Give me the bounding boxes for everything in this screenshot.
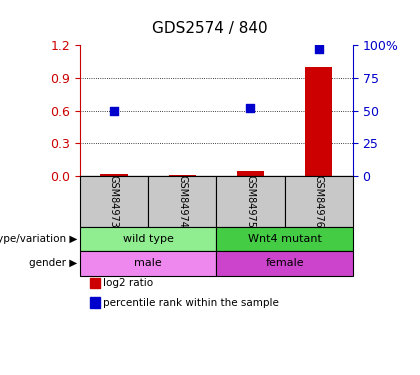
Text: GSM84976: GSM84976 [314, 175, 324, 228]
Bar [100, 174, 128, 176]
Text: genotype/variation ▶: genotype/variation ▶ [0, 234, 78, 244]
Bar [305, 67, 332, 176]
Text: male: male [134, 258, 162, 268]
Text: log2 ratio: log2 ratio [103, 278, 153, 288]
Text: percentile rank within the sample: percentile rank within the sample [103, 298, 279, 307]
Text: wild type: wild type [123, 234, 173, 244]
Text: female: female [265, 258, 304, 268]
Point [110, 108, 117, 114]
Text: Wnt4 mutant: Wnt4 mutant [248, 234, 321, 244]
Text: GDS2574 / 840: GDS2574 / 840 [152, 21, 268, 36]
Text: gender ▶: gender ▶ [29, 258, 78, 268]
Text: GSM84974: GSM84974 [177, 175, 187, 228]
Bar [237, 171, 264, 176]
Text: GSM84973: GSM84973 [109, 175, 119, 228]
Bar [168, 175, 196, 176]
Point [247, 105, 254, 111]
Text: GSM84975: GSM84975 [245, 175, 255, 228]
Point [315, 46, 322, 52]
